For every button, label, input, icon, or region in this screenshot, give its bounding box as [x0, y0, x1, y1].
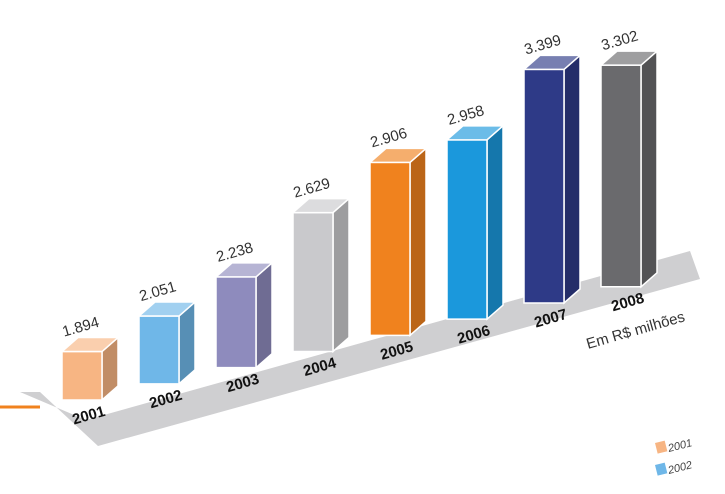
- value-label-2006: 2.958: [445, 102, 486, 129]
- bar-front-2003: [215, 276, 257, 369]
- unit-label: Em R$ milhões: [584, 308, 686, 352]
- bar-front-2004: [292, 211, 334, 353]
- bar-top-2001: [60, 336, 120, 353]
- value-label-2007: 3.399: [522, 32, 563, 59]
- value-label-2001: 1.894: [60, 314, 101, 341]
- bar-front-2007: [523, 68, 565, 304]
- bar-front-2002: [138, 315, 180, 385]
- value-label-2003: 2.238: [214, 239, 255, 266]
- legend-label-2002: 2002: [666, 459, 694, 477]
- value-label-2005: 2.906: [368, 125, 409, 152]
- bar-top-2008: [599, 50, 659, 66]
- legend-label-2001: 2001: [666, 437, 694, 455]
- bar-side-2003: [255, 261, 273, 370]
- bar-side-2007: [563, 53, 581, 305]
- value-label-2002: 2.051: [137, 278, 178, 305]
- bar-front-2005: [369, 161, 411, 337]
- bar-side-2008: [640, 49, 658, 289]
- value-label-2004: 2.629: [291, 175, 332, 202]
- legend-swatch-2001: [655, 440, 668, 454]
- bars-group: 1.89420012.05120022.23820032.62920042.90…: [60, 27, 659, 428]
- bar-side-2005: [409, 146, 427, 337]
- legend: 2001 2002: [655, 437, 693, 477]
- bar-top-2004: [291, 197, 351, 214]
- bar-top-2006: [445, 125, 505, 141]
- bar-top-2002: [137, 301, 197, 317]
- bar-top-2007: [522, 54, 582, 71]
- bar-side-2006: [486, 124, 504, 321]
- bar-top-2003: [214, 262, 274, 278]
- bar-top-2005: [368, 147, 428, 164]
- bar-front-2001: [61, 350, 103, 401]
- bar-side-2004: [332, 196, 350, 354]
- bar-front-2008: [600, 64, 642, 288]
- legend-swatch-2002: [655, 462, 668, 476]
- bar-front-2006: [446, 139, 488, 320]
- value-label-2008: 3.302: [599, 27, 640, 54]
